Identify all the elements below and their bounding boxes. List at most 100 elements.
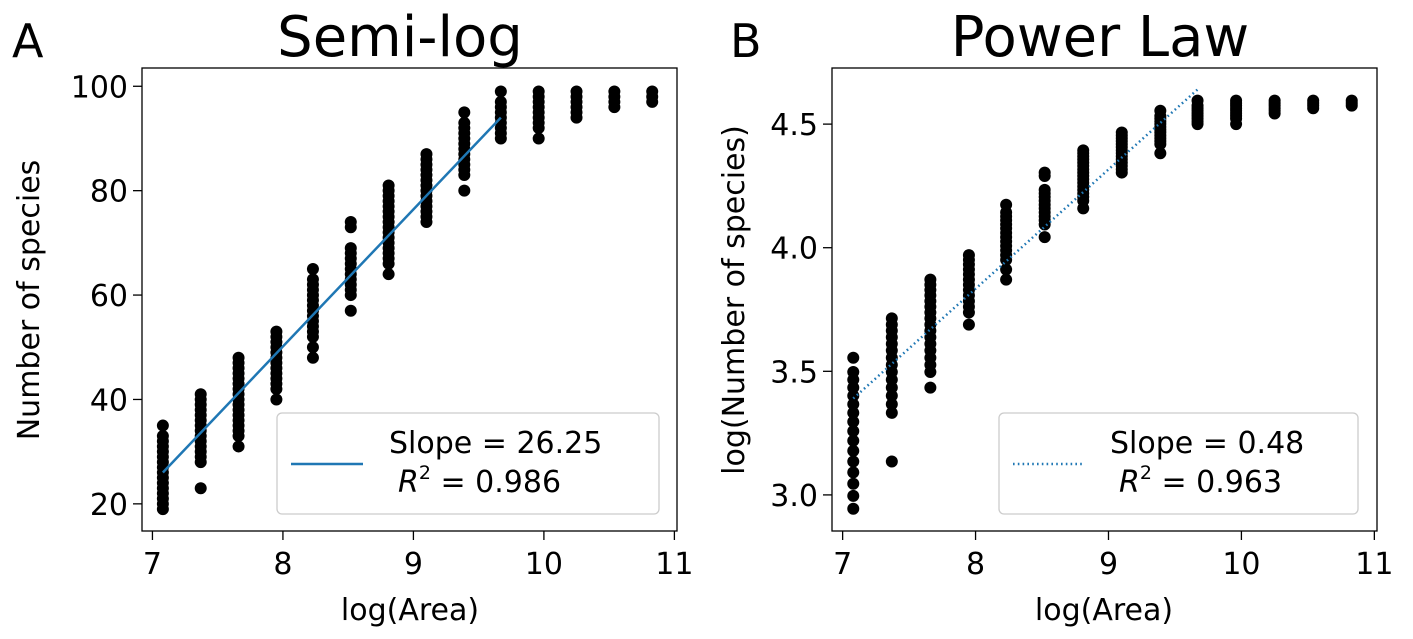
x-axis-label: log(Area)	[341, 593, 479, 628]
data-point	[1154, 147, 1167, 160]
data-point	[532, 85, 545, 98]
data-point	[847, 366, 860, 379]
data-point	[847, 351, 860, 364]
legend: Slope = 26.25 R2 = 0.986	[276, 412, 660, 515]
scatter-points	[847, 94, 1358, 515]
data-point	[494, 95, 507, 108]
x-axis-label: log(Area)	[1035, 593, 1173, 628]
data-point	[1230, 94, 1243, 107]
legend-box	[998, 412, 1359, 515]
data-point	[306, 262, 319, 275]
data-point	[847, 434, 860, 447]
legend-r2-text: R2 = 0.963	[1119, 462, 1282, 500]
data-point	[420, 148, 433, 161]
x-tick-label: 8	[966, 547, 985, 582]
panel-power-law: B Power Law 7 8 9 10 11 3.0 3.5 4.0 4.5 Slope =…	[717, 5, 1393, 628]
data-point	[962, 249, 975, 262]
panel-letter-a: A	[12, 14, 44, 68]
data-point	[306, 273, 319, 286]
data-point	[382, 268, 395, 281]
data-point	[847, 477, 860, 490]
panel-semi-log: A Semi-log 7 8 9 10 11 20 40 60 80 100 Slope = 2…	[12, 5, 693, 628]
data-point	[306, 351, 319, 364]
y-tick-label: 3.5	[770, 355, 818, 390]
data-point	[232, 440, 245, 453]
data-point	[458, 106, 471, 119]
scatter-points	[156, 85, 659, 516]
x-tick-label: 8	[273, 547, 292, 582]
data-point	[1191, 94, 1204, 107]
x-tick-label: 9	[1099, 547, 1118, 582]
x-tick-labels: 7 8 9 10 11	[833, 531, 1393, 582]
data-point	[1038, 183, 1051, 196]
data-point	[194, 482, 207, 495]
data-point	[458, 116, 471, 129]
data-point	[344, 304, 357, 317]
data-point	[344, 242, 357, 255]
data-point	[847, 415, 860, 428]
data-point	[1000, 198, 1013, 211]
data-point	[306, 341, 319, 354]
panel-letter-b: B	[730, 14, 762, 68]
legend: Slope = 0.48 R2 = 0.963	[998, 412, 1359, 515]
data-point	[847, 466, 860, 479]
data-point	[885, 398, 898, 411]
data-point	[847, 444, 860, 457]
data-point	[1000, 273, 1013, 286]
data-point	[270, 325, 283, 338]
data-point	[270, 393, 283, 406]
data-point	[646, 85, 659, 98]
regression-line	[161, 116, 502, 474]
data-point	[1038, 166, 1051, 179]
data-point	[1038, 231, 1051, 244]
data-point	[847, 406, 860, 419]
y-tick-label: 100	[71, 70, 128, 105]
data-point	[847, 425, 860, 438]
data-point	[1345, 94, 1358, 107]
data-point	[924, 273, 937, 286]
fit-line	[852, 88, 1199, 400]
x-tick-label: 10	[1222, 547, 1260, 582]
data-point	[885, 312, 898, 325]
y-tick-label: 60	[90, 279, 128, 314]
plot-frame	[831, 67, 1378, 532]
x-tick-label: 7	[143, 547, 162, 582]
x-tick-label: 7	[833, 547, 852, 582]
data-point	[344, 215, 357, 228]
data-point	[194, 388, 207, 401]
x-tick-label: 11	[655, 547, 693, 582]
data-point	[1077, 144, 1090, 157]
data-point	[156, 429, 169, 442]
legend-slope-text: Slope = 0.48	[1110, 426, 1304, 461]
data-point	[608, 85, 621, 98]
legend-box	[276, 412, 660, 515]
data-point	[885, 406, 898, 419]
fit-line	[161, 116, 502, 474]
data-point	[847, 502, 860, 515]
data-point	[924, 381, 937, 394]
x-tick-label: 10	[525, 547, 563, 582]
x-tick-label: 11	[1355, 547, 1393, 582]
legend-r2-text: R2 = 0.986	[398, 462, 561, 500]
data-point	[962, 318, 975, 331]
x-tick-labels: 7 8 9 10 11	[143, 531, 693, 582]
data-point	[494, 85, 507, 98]
data-point	[570, 85, 583, 98]
y-tick-labels: 3.0 3.5 4.0 4.5	[770, 108, 832, 514]
data-point	[847, 489, 860, 502]
regression-line	[852, 88, 1199, 400]
data-point	[885, 455, 898, 468]
data-point	[458, 184, 471, 197]
y-tick-label: 4.5	[770, 108, 818, 143]
data-point	[1115, 126, 1128, 139]
plot-frame	[141, 67, 678, 532]
data-point	[1000, 263, 1013, 276]
chart-title-semi-log: Semi-log	[277, 5, 523, 70]
data-point	[532, 132, 545, 145]
y-tick-label: 40	[90, 383, 128, 418]
y-axis-label: Number of species	[12, 160, 47, 441]
x-tick-label: 9	[404, 547, 423, 582]
legend-r2-value: = 0.963	[1162, 465, 1283, 500]
data-point	[847, 398, 860, 411]
